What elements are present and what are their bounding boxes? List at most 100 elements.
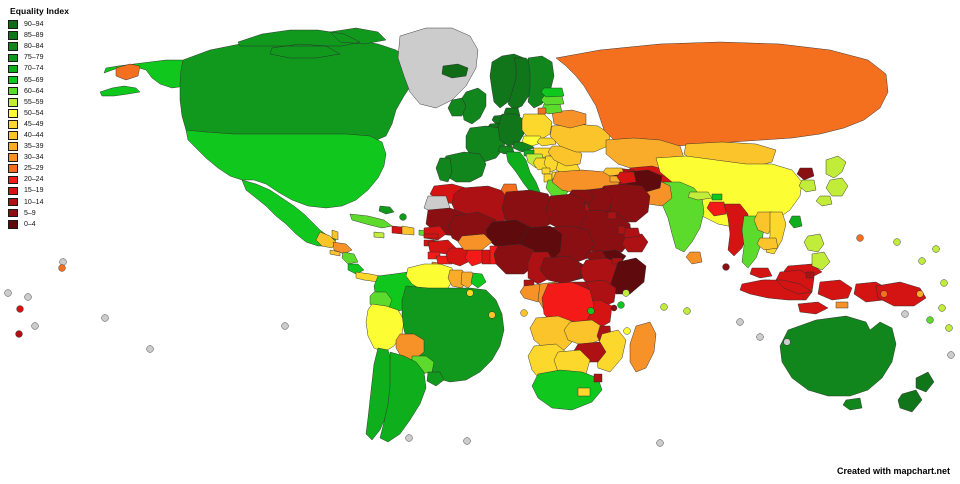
island-dot-value[interactable]	[660, 303, 668, 311]
region-eswatini[interactable]	[593, 373, 603, 383]
island-dot-value[interactable]	[683, 307, 691, 315]
region-azerbaijan[interactable]	[616, 171, 637, 185]
region-togo[interactable]	[481, 249, 491, 265]
island-dot-nodata[interactable]	[783, 338, 791, 346]
region-car[interactable]	[539, 255, 583, 285]
island-dot-value[interactable]	[610, 304, 618, 312]
region-south-korea[interactable]	[798, 179, 817, 193]
region-ghana[interactable]	[464, 249, 485, 267]
region-oman[interactable]	[621, 233, 649, 253]
legend-row[interactable]: 25–29	[8, 163, 69, 174]
island-dot-value[interactable]	[722, 263, 730, 271]
region-usa[interactable]	[185, 129, 387, 209]
island-dot-value[interactable]	[926, 316, 934, 324]
island-dot-value[interactable]	[945, 324, 953, 332]
island-dot-value[interactable]	[617, 301, 625, 309]
island-dot-nodata[interactable]	[4, 289, 12, 297]
island-dot-value[interactable]	[916, 290, 924, 298]
region-honduras[interactable]	[332, 241, 353, 255]
region-myanmar[interactable]	[723, 203, 749, 257]
region-argentina[interactable]	[379, 351, 427, 443]
region-kuwait[interactable]	[607, 211, 617, 220]
region-japan[interactable]	[815, 155, 849, 207]
legend-row[interactable]: 10–14	[8, 197, 69, 208]
region-jamaica[interactable]	[373, 231, 385, 239]
region-bahamas[interactable]	[378, 205, 395, 215]
island-dot-nodata[interactable]	[31, 322, 39, 330]
region-france[interactable]	[465, 125, 507, 163]
island-dot-value[interactable]	[587, 307, 595, 315]
island-dot-value[interactable]	[520, 309, 528, 317]
region-sri-lanka[interactable]	[685, 251, 703, 265]
region-nicaragua[interactable]	[341, 251, 359, 265]
region-australia[interactable]	[779, 315, 897, 397]
island-dot-value[interactable]	[16, 305, 24, 313]
region-taiwan[interactable]	[788, 215, 803, 229]
island-dot-nodata[interactable]	[656, 439, 664, 447]
region-greenland[interactable]	[397, 27, 479, 109]
region-peru[interactable]	[365, 303, 405, 353]
island-dot-value[interactable]	[893, 238, 901, 246]
island-dot-nodata[interactable]	[947, 351, 955, 359]
region-belarus[interactable]	[551, 109, 587, 129]
island-dot-value[interactable]	[466, 289, 474, 297]
island-dot-value[interactable]	[932, 245, 940, 253]
island-dot-nodata[interactable]	[146, 345, 154, 353]
region-nigeria[interactable]	[493, 243, 537, 275]
island-dot-nodata[interactable]	[405, 434, 413, 442]
legend-row[interactable]: 60–64	[8, 86, 69, 97]
region-new-zealand[interactable]	[897, 371, 935, 413]
island-dot-value[interactable]	[15, 330, 23, 338]
region-haiti[interactable]	[391, 225, 403, 235]
island-dot-value[interactable]	[880, 290, 888, 298]
region-estonia[interactable]	[540, 87, 565, 98]
island-dot-value[interactable]	[58, 264, 66, 272]
island-dot-nodata[interactable]	[463, 437, 471, 445]
region-brunei[interactable]	[805, 271, 815, 279]
island-dot-value[interactable]	[623, 327, 631, 335]
region-germany[interactable]	[497, 113, 525, 147]
region-gambia[interactable]	[423, 233, 439, 239]
island-dot-nodata[interactable]	[901, 310, 909, 318]
island-dot-value[interactable]	[488, 311, 496, 319]
legend-row[interactable]: 70–74	[8, 63, 69, 74]
island-dot-value[interactable]	[940, 279, 948, 287]
island-dot-value[interactable]	[399, 213, 407, 221]
island-dot-value[interactable]	[622, 289, 630, 297]
legend-row[interactable]: 40–44	[8, 130, 69, 141]
region-aleutians[interactable]	[99, 85, 141, 97]
island-dot-nodata[interactable]	[59, 258, 67, 266]
legend-row[interactable]: 85–89	[8, 30, 69, 41]
region-lesotho[interactable]	[577, 387, 591, 397]
region-canada-arctic-islands[interactable]	[237, 27, 387, 59]
region-papua-new-guinea[interactable]	[875, 281, 927, 307]
region-russia[interactable]	[555, 41, 889, 149]
legend-row[interactable]: 0–4	[8, 219, 69, 230]
region-montenegro[interactable]	[541, 167, 551, 175]
region-czechia[interactable]	[521, 135, 545, 147]
region-tasmania[interactable]	[842, 397, 863, 411]
island-dot-nodata[interactable]	[736, 318, 744, 326]
island-dot-value[interactable]	[938, 304, 946, 312]
region-nepal[interactable]	[687, 191, 713, 201]
legend-row[interactable]: 35–39	[8, 141, 69, 152]
legend-row[interactable]: 45–49	[8, 119, 69, 130]
island-dot-nodata[interactable]	[24, 293, 32, 301]
region-slovakia[interactable]	[536, 137, 557, 147]
region-north-korea[interactable]	[796, 167, 815, 181]
legend-row[interactable]: 15–19	[8, 185, 69, 196]
region-portugal[interactable]	[435, 157, 453, 183]
region-indonesia[interactable]	[739, 269, 891, 315]
island-state-dots[interactable]	[4, 213, 955, 447]
legend-row[interactable]: 55–59	[8, 97, 69, 108]
region-qatar[interactable]	[617, 225, 626, 235]
legend-row[interactable]: 80–84	[8, 41, 69, 52]
region-south-africa[interactable]	[531, 369, 603, 411]
island-dot-value[interactable]	[918, 257, 926, 265]
legend-row[interactable]: 90–94	[8, 19, 69, 30]
region-ukraine[interactable]	[549, 123, 611, 153]
region-angola[interactable]	[529, 315, 577, 351]
island-dot-value[interactable]	[856, 234, 864, 242]
